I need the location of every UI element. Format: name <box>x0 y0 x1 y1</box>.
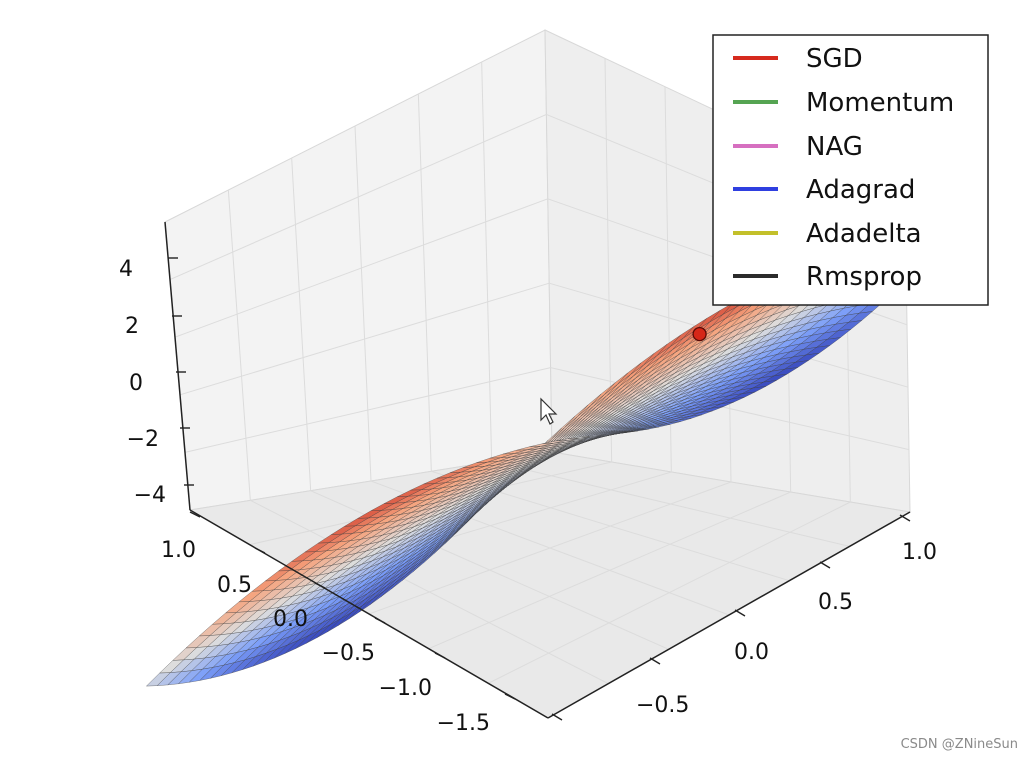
legend-label-momentum: Momentum <box>806 88 954 118</box>
start-point-marker <box>692 326 707 342</box>
z-tick-label: −4 <box>134 483 166 508</box>
grid-line <box>550 367 910 451</box>
x-tick-label: 1.0 <box>161 538 196 563</box>
grid-line <box>169 113 547 281</box>
grid-line <box>291 157 312 491</box>
watermark: CSDN @ZNineSun <box>900 737 1018 752</box>
y-axis <box>547 511 911 719</box>
z-tick-label: 4 <box>119 257 133 282</box>
y-tick-label: 1.0 <box>902 540 937 565</box>
mouse-cursor-icon <box>540 397 558 425</box>
y-tick-label: 0.5 <box>818 590 853 615</box>
legend-label-sgd: SGD <box>806 44 863 74</box>
y-tick-label: 0.0 <box>734 640 769 665</box>
grid-line <box>174 198 548 338</box>
grid-line <box>488 501 851 684</box>
surface-patch <box>145 672 171 687</box>
x-tick-label: 0.0 <box>273 607 308 632</box>
x-tick-label: 0.5 <box>217 573 252 598</box>
y-tick-label: −0.5 <box>636 693 689 718</box>
x-tick-label: −1.0 <box>379 676 432 701</box>
z-tick-label: −2 <box>127 427 159 452</box>
grid-line <box>417 93 432 472</box>
x-tick-label: −1.5 <box>437 711 490 736</box>
legend-label-rmsprop: Rmsprop <box>806 262 922 292</box>
legend: SGD Momentum NAG Adagrad Adadelta Rmspro… <box>712 34 989 306</box>
x-tick-label: −0.5 <box>322 641 375 666</box>
grid-line <box>354 125 372 482</box>
legend-box <box>712 34 989 306</box>
grid-line <box>227 189 251 501</box>
z-tick-label: 0 <box>129 371 143 396</box>
grid-line <box>481 61 493 462</box>
z-axis <box>164 221 191 511</box>
legend-label-nag: NAG <box>806 132 863 162</box>
legend-label-adagrad: Adagrad <box>806 175 915 205</box>
pane-left <box>164 29 553 511</box>
legend-label-adadelta: Adadelta <box>806 219 922 249</box>
grid-line <box>184 367 551 453</box>
grid-line <box>179 282 550 396</box>
surface-mesh <box>145 226 959 687</box>
z-tick-label: 2 <box>125 314 139 339</box>
x-axis <box>189 509 549 719</box>
